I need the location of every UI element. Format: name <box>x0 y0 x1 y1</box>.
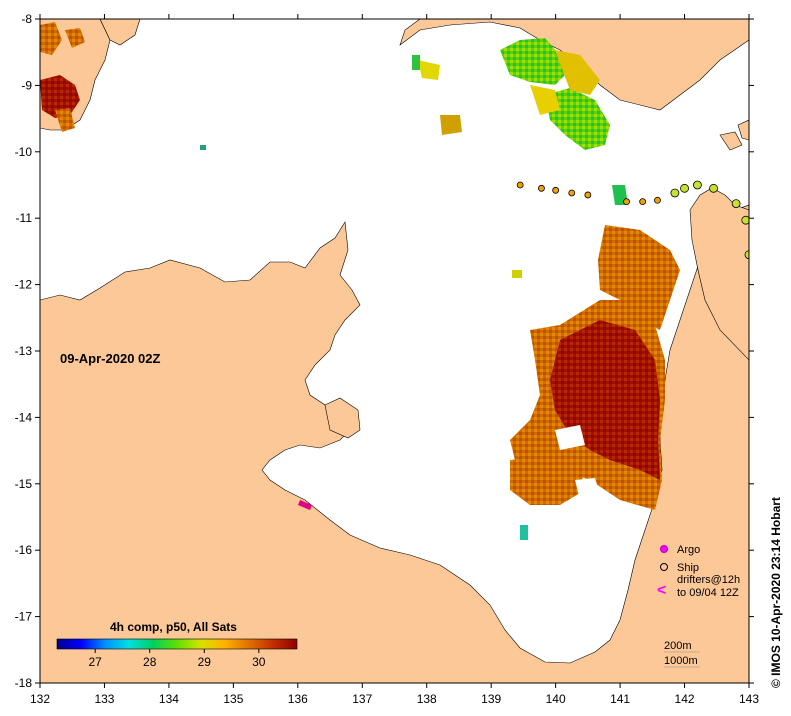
y-tick-label: -12 <box>15 278 33 292</box>
y-tick-label: -8 <box>21 12 32 26</box>
sst-patch <box>555 50 600 95</box>
legend: Argo Ship < drifters@12h to 09/04 12Z 20… <box>657 544 740 668</box>
sst-patch <box>200 145 206 150</box>
x-tick-label: 138 <box>417 692 437 706</box>
land-island-2 <box>719 131 743 151</box>
x-tick-label: 133 <box>94 692 114 706</box>
x-tick-label: 143 <box>739 692 759 706</box>
land-island-3 <box>737 119 749 141</box>
x-tick-label: 142 <box>675 692 695 706</box>
colorbar-gradient-bar <box>56 638 298 650</box>
x-tick-label: 134 <box>159 692 179 706</box>
drifter-arrow-icon: < <box>657 582 666 599</box>
argo-label: Argo <box>677 544 700 556</box>
x-tick-label: 132 <box>30 692 50 706</box>
land-island-4 <box>324 397 361 439</box>
ship-position-marker <box>552 186 560 194</box>
sst-patch <box>512 270 522 278</box>
sst-patch <box>575 478 600 500</box>
colorbar-tick-label: 30 <box>252 655 266 669</box>
x-tick-label: 140 <box>546 692 566 706</box>
ship-icon <box>660 563 668 571</box>
colorbar-tick-label: 28 <box>143 655 157 669</box>
sst-patch <box>500 38 570 85</box>
ship-position-marker <box>516 181 524 189</box>
sst-patch <box>418 60 440 80</box>
sst-patch <box>298 500 312 510</box>
x-tick-label: 139 <box>481 692 501 706</box>
ship-position-marker <box>709 183 718 193</box>
depth-200-label: 200m <box>664 640 692 652</box>
y-tick-label: -17 <box>15 610 33 624</box>
date-label: 09-Apr-2020 02Z <box>60 351 160 366</box>
y-tick-label: -9 <box>21 78 32 92</box>
y-tick-label: -14 <box>15 410 33 424</box>
x-tick-label: 136 <box>288 692 308 706</box>
y-tick-label: -10 <box>15 145 33 159</box>
y-tick-label: -11 <box>16 211 33 225</box>
sst-patch <box>440 115 462 135</box>
ship-position-marker <box>639 198 647 206</box>
x-tick-label: 141 <box>610 692 630 706</box>
drifters-line-1: drifters@12h <box>677 574 740 586</box>
depth-1000-label: 1000m <box>664 655 698 667</box>
sst-patches <box>40 22 680 540</box>
drifters-line-2: to 09/04 12Z <box>677 587 739 599</box>
sst-patch <box>510 455 585 505</box>
land-top-north <box>399 19 749 111</box>
y-tick-label: -18 <box>15 676 33 690</box>
sst-patch <box>545 88 610 150</box>
colorbar-title: 4h comp, p50, All Sats <box>110 620 237 634</box>
ship-position-marker <box>568 189 576 197</box>
ship-position-marker <box>538 184 545 192</box>
x-tick-label: 137 <box>352 692 372 706</box>
ship-position-marker <box>654 196 661 204</box>
sst-patch <box>520 525 528 540</box>
colorbar-ticks: 27 28 29 30 <box>89 649 266 669</box>
map-area <box>40 19 749 683</box>
sst-patch <box>40 75 80 118</box>
ship-position-marker <box>584 191 592 199</box>
ship-position-marker <box>693 180 702 190</box>
argo-icon <box>660 545 668 553</box>
land-island-1 <box>99 19 141 46</box>
colorbar: 4h comp, p50, All Sats 27 28 29 30 <box>56 620 298 669</box>
sst-patch <box>65 28 85 48</box>
ship-position-marker <box>741 215 749 225</box>
y-tick-label: -16 <box>15 543 33 557</box>
y-tick-label: -15 <box>15 477 33 491</box>
colorbar-tick-label: 29 <box>198 655 212 669</box>
credit-label: © IMOS 10-Apr-2020 23:14 Hobart <box>769 497 783 688</box>
ship-label: Ship <box>677 562 699 574</box>
ship-position-marker <box>680 183 689 193</box>
ship-position-marker <box>731 199 741 208</box>
sst-patch <box>55 108 75 132</box>
y-axis: -8 -9 -10 -11 -12 -13 -14 -15 -16 -17 -18 <box>15 12 754 690</box>
sst-patch <box>555 425 585 450</box>
y-tick-label: -13 <box>15 344 33 358</box>
ship-track <box>516 180 749 260</box>
x-axis: 132 133 134 135 136 137 138 139 140 141 142 143 <box>30 14 759 706</box>
sst-patch <box>412 55 420 70</box>
ship-position-marker <box>744 250 749 260</box>
ship-position-marker <box>670 188 680 198</box>
colorbar-tick-label: 27 <box>89 655 103 669</box>
sst-patch <box>530 85 560 115</box>
ship-position-marker <box>623 198 630 206</box>
sst-patch <box>598 225 680 330</box>
x-tick-label: 135 <box>223 692 243 706</box>
sst-patch <box>40 22 62 55</box>
